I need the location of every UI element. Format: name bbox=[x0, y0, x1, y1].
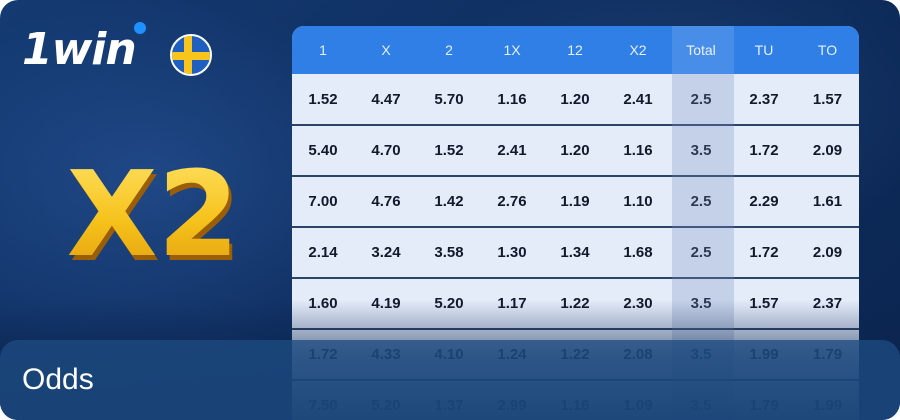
col-header: Total bbox=[686, 42, 716, 58]
table-cell: 1.19 bbox=[560, 193, 590, 210]
logo-dot-icon bbox=[134, 22, 146, 34]
table-cell: 2.37 bbox=[749, 90, 779, 108]
table-cell: 2.5 bbox=[690, 90, 712, 108]
table-cell: 1.42 bbox=[434, 193, 464, 210]
table-cell: 1.52 bbox=[434, 142, 464, 159]
brand-logo: 1win bbox=[22, 22, 212, 78]
table-cell: 2.09 bbox=[812, 244, 843, 261]
table-cell: 7.00 bbox=[308, 193, 338, 210]
table-cell: 5.40 bbox=[308, 142, 338, 159]
table-cell: 1.10 bbox=[623, 193, 653, 210]
sweden-flag-icon bbox=[170, 34, 212, 76]
table-row: 1.52 4.47 5.70 1.16 1.20 2.41 2.5 2.37 1.57 bbox=[292, 74, 859, 126]
col-header: X bbox=[381, 42, 391, 58]
table-cell: 4.70 bbox=[371, 142, 401, 159]
table-cell: 3.24 bbox=[371, 244, 401, 261]
table-cell: 1.57 bbox=[812, 90, 843, 108]
table-cell: 1.16 bbox=[497, 90, 527, 108]
table-cell: 1.30 bbox=[497, 244, 527, 261]
table-cell: 1.20 bbox=[560, 90, 590, 108]
table-cell: 4.76 bbox=[371, 193, 401, 210]
col-header: TO bbox=[817, 42, 838, 58]
table-cell: 3.58 bbox=[434, 244, 464, 261]
table-cell: 1.61 bbox=[812, 193, 843, 210]
logo-text: 1win bbox=[22, 24, 137, 75]
col-header: TU bbox=[754, 42, 774, 58]
hero-x2: X2 X2 bbox=[66, 145, 242, 275]
table-row: 5.40 4.70 1.52 2.41 1.20 1.16 3.5 1.72 2.09 bbox=[292, 126, 859, 177]
table-cell: 1.68 bbox=[623, 244, 653, 261]
table-row: 2.14 3.24 3.58 1.30 1.34 1.68 2.5 1.72 2.09 bbox=[292, 228, 859, 279]
table-cell: 1.72 bbox=[749, 244, 779, 261]
total-column-head-highlight bbox=[672, 26, 734, 74]
table-cell: 4.47 bbox=[371, 90, 401, 108]
table-cell: 1.20 bbox=[560, 142, 590, 159]
hero-x2-text: X2 bbox=[66, 145, 239, 275]
table-cell: 2.14 bbox=[308, 244, 338, 261]
table-cell: 1.72 bbox=[749, 142, 779, 159]
col-header: 1 bbox=[319, 42, 327, 58]
col-header: 12 bbox=[567, 42, 583, 58]
col-header: X2 bbox=[629, 42, 647, 58]
col-header: 1X bbox=[503, 42, 521, 58]
col-header: 2 bbox=[445, 42, 453, 58]
table-cell: 1.52 bbox=[308, 90, 338, 108]
table-cell: 2.5 bbox=[690, 193, 712, 210]
hero-x2-shadow: X2 bbox=[69, 150, 242, 275]
footer-title: Odds bbox=[22, 363, 94, 396]
table-cell: 2.76 bbox=[497, 193, 527, 210]
table-cell: 2.29 bbox=[749, 193, 779, 210]
table-cell: 1.34 bbox=[560, 244, 590, 261]
table-cell: 5.70 bbox=[434, 90, 464, 108]
table-cell: 2.41 bbox=[623, 90, 653, 108]
table-row: 7.00 4.76 1.42 2.76 1.19 1.10 2.5 2.29 1.61 bbox=[292, 177, 859, 228]
table-cell: 2.09 bbox=[812, 142, 843, 159]
footer-band bbox=[0, 340, 900, 420]
table-cell: 2.41 bbox=[497, 142, 527, 159]
table-cell: 1.16 bbox=[623, 142, 653, 159]
table-cell: 2.5 bbox=[690, 244, 712, 261]
table-header: 1 X 2 1X 12 X2 Total TU TO bbox=[292, 26, 859, 74]
table-cell: 3.5 bbox=[690, 142, 712, 159]
